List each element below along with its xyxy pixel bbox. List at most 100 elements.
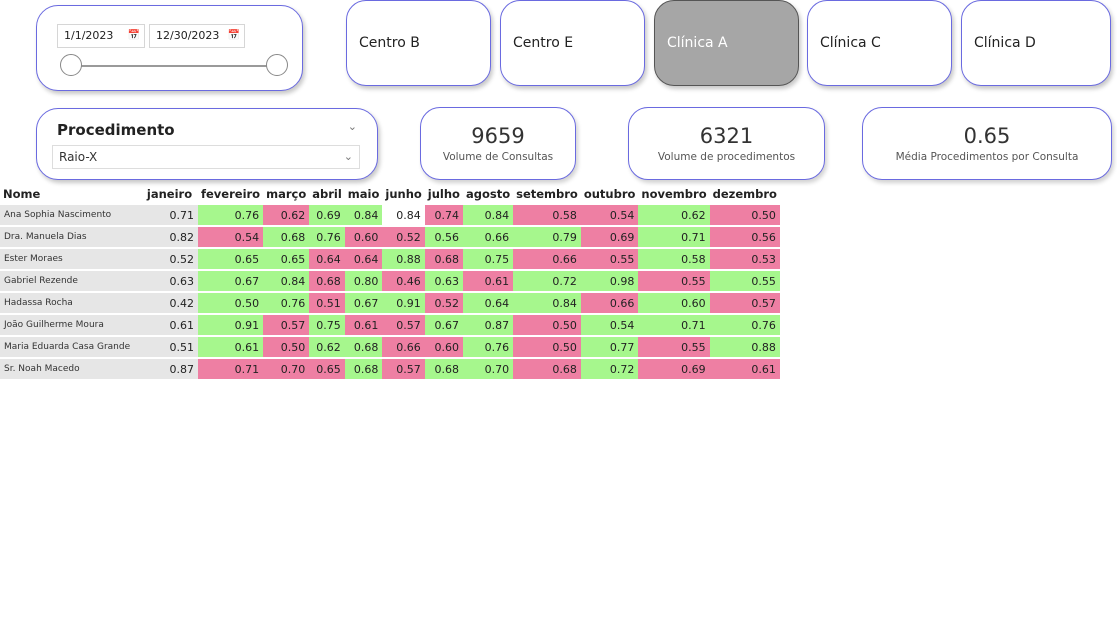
value-cell: 0.71	[198, 359, 264, 381]
kpi-card-procedimentos: 6321 Volume de procedimentos	[628, 107, 825, 180]
value-cell: 0.52	[141, 249, 198, 271]
value-cell: 0.57	[382, 359, 425, 381]
chevron-down-icon[interactable]: ⌄	[347, 120, 357, 133]
column-header-month[interactable]: março	[266, 187, 307, 201]
value-cell: 0.98	[580, 271, 639, 293]
kpi-value: 6321	[699, 124, 754, 148]
value-cell: 0.71	[638, 227, 710, 249]
column-header-nome[interactable]: Nome	[3, 187, 41, 201]
value-cell: 0.57	[382, 315, 425, 337]
column-header-month[interactable]: janeiro	[146, 187, 193, 201]
procedures-matrix-table: Nome janeiro fevereiro março abril maio …	[0, 183, 780, 381]
value-cell: 0.50	[263, 337, 310, 359]
row-name-cell: Gabriel Rezende	[0, 271, 141, 293]
value-cell: 0.50	[513, 315, 581, 337]
date-slider-track[interactable]	[71, 65, 277, 67]
value-cell: 0.68	[344, 337, 383, 359]
button-label: Clínica C	[820, 35, 881, 51]
value-cell: 0.61	[344, 315, 383, 337]
value-cell: 0.76	[309, 227, 345, 249]
value-cell: 0.84	[382, 205, 425, 227]
value-cell: 0.67	[198, 271, 264, 293]
value-cell: 0.77	[580, 337, 639, 359]
button-clinica-d[interactable]: Clínica D	[961, 0, 1111, 86]
button-centro-b[interactable]: Centro B	[346, 0, 491, 86]
column-header-month[interactable]: julho	[427, 187, 460, 201]
value-cell: 0.68	[263, 227, 310, 249]
column-header-month[interactable]: outubro	[583, 187, 636, 201]
value-cell: 0.74	[424, 205, 463, 227]
column-header-month[interactable]: agosto	[465, 187, 511, 201]
row-name-cell: Hadassa Rocha	[0, 293, 141, 315]
column-header-month[interactable]: novembro	[641, 187, 707, 201]
end-date-input[interactable]: 12/30/2023 📅	[149, 24, 245, 48]
date-slider-end-handle[interactable]	[266, 54, 288, 76]
value-cell: 0.68	[424, 249, 463, 271]
table-row: Hadassa Rocha 0.42 0.50 0.76 0.51 0.67 0.91 0.5…	[0, 293, 780, 315]
button-clinica-c[interactable]: Clínica C	[807, 0, 952, 86]
value-cell: 0.70	[462, 359, 514, 381]
value-cell: 0.63	[424, 271, 463, 293]
row-name-cell: Ana Sophia Nascimento	[0, 205, 141, 227]
button-clinica-a[interactable]: Clínica A	[654, 0, 799, 86]
table-row: Sr. Noah Macedo 0.87 0.71 0.70 0.65 0.68 0.57 0…	[0, 359, 780, 381]
column-header-month[interactable]: maio	[347, 187, 380, 201]
value-cell: 0.75	[309, 315, 345, 337]
end-date-value: 12/30/2023	[156, 29, 220, 42]
value-cell: 0.62	[638, 205, 710, 227]
row-name-cell: Ester Moraes	[0, 249, 141, 271]
value-cell: 0.57	[263, 315, 310, 337]
column-header-month[interactable]: setembro	[516, 187, 578, 201]
value-cell: 0.52	[424, 293, 463, 315]
kpi-card-media: 0.65 Média Procedimentos por Consulta	[862, 107, 1112, 180]
value-cell: 0.62	[309, 337, 345, 359]
value-cell: 0.54	[198, 227, 264, 249]
value-cell: 0.64	[309, 249, 345, 271]
procedimento-slicer: Procedimento ⌄ Raio-X ⌄	[36, 108, 378, 180]
button-centro-e[interactable]: Centro E	[500, 0, 645, 86]
value-cell: 0.84	[263, 271, 310, 293]
value-cell: 0.71	[638, 315, 710, 337]
value-cell: 0.71	[141, 205, 198, 227]
column-header-month[interactable]: abril	[312, 187, 342, 201]
value-cell: 0.67	[424, 315, 463, 337]
procedimento-dropdown[interactable]: Raio-X ⌄	[52, 145, 360, 169]
value-cell: 0.68	[424, 359, 463, 381]
value-cell: 0.76	[198, 205, 264, 227]
value-cell: 0.70	[263, 359, 310, 381]
value-cell: 0.46	[382, 271, 425, 293]
value-cell: 0.62	[263, 205, 310, 227]
calendar-icon[interactable]: 📅	[227, 30, 240, 41]
value-cell: 0.84	[462, 205, 514, 227]
value-cell: 0.67	[344, 293, 383, 315]
value-cell: 0.64	[462, 293, 514, 315]
value-cell: 0.82	[141, 227, 198, 249]
calendar-icon[interactable]: 📅	[127, 30, 140, 41]
column-header-month[interactable]: junho	[385, 187, 422, 201]
value-cell: 0.76	[263, 293, 310, 315]
value-cell: 0.60	[638, 293, 710, 315]
value-cell: 0.72	[513, 271, 581, 293]
row-name-cell: Sr. Noah Macedo	[0, 359, 141, 381]
value-cell: 0.69	[309, 205, 345, 227]
kpi-card-consultas: 9659 Volume de Consultas	[420, 107, 576, 180]
button-label: Clínica D	[974, 35, 1036, 51]
table-header-row: Nome janeiro fevereiro março abril maio …	[0, 183, 780, 205]
value-cell: 0.91	[198, 315, 264, 337]
kpi-label: Média Procedimentos por Consulta	[895, 151, 1079, 163]
column-header-month[interactable]: dezembro	[712, 187, 777, 201]
table-row: Dra. Manuela Dias 0.82 0.54 0.68 0.76 0.60 0.5…	[0, 227, 780, 249]
button-label: Clínica A	[667, 35, 728, 51]
table-row: João Guilherme Moura 0.61 0.91 0.57 0.75 0.61…	[0, 315, 780, 337]
value-cell: 0.63	[141, 271, 198, 293]
column-header-month[interactable]: fevereiro	[201, 187, 261, 201]
date-slider-start-handle[interactable]	[60, 54, 82, 76]
value-cell: 0.69	[580, 227, 639, 249]
value-cell: 0.60	[424, 337, 463, 359]
kpi-value: 9659	[471, 124, 525, 148]
value-cell: 0.66	[382, 337, 425, 359]
start-date-input[interactable]: 1/1/2023 📅	[57, 24, 145, 48]
value-cell: 0.64	[344, 249, 383, 271]
value-cell: 0.58	[513, 205, 581, 227]
value-cell: 0.65	[198, 249, 264, 271]
